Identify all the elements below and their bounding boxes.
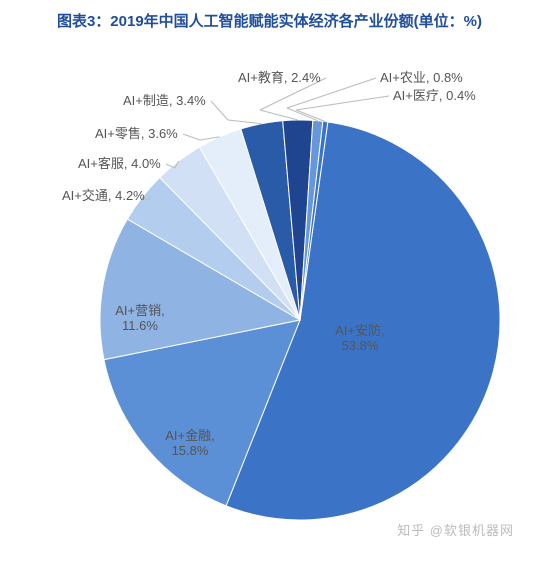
pie-chart: AI+安防,53.8% AI+金融,15.8% AI+营销,11.6% AI+交通, …: [0, 40, 539, 559]
watermark: 知乎 @软银机器网: [397, 520, 514, 539]
slice-label: AI+交通, 4.2%: [62, 188, 145, 203]
slice-label: AI+客服, 4.0%: [78, 156, 161, 171]
leader-line: [228, 120, 262, 124]
leader-line: [296, 96, 389, 110]
leader-line: [183, 134, 200, 140]
slice-label: AI+农业, 0.8%: [380, 70, 463, 85]
slice-label: AI+营销,11.6%: [115, 303, 165, 333]
leader-line: [260, 110, 298, 120]
slice-label: AI+金融,15.8%: [165, 428, 215, 458]
chart-title: 图表3：2019年中国人工智能赋能实体经济各产业份额(单位：%): [0, 0, 539, 36]
slice-label: AI+教育, 2.4%: [238, 70, 321, 85]
slice-label: AI+医疗, 0.4%: [393, 88, 476, 103]
slice-label: AI+安防,53.8%: [335, 323, 385, 353]
leader-line: [211, 101, 228, 120]
slice-label: AI+零售, 3.6%: [95, 126, 178, 141]
slice-label: AI+制造, 3.4%: [123, 93, 206, 108]
